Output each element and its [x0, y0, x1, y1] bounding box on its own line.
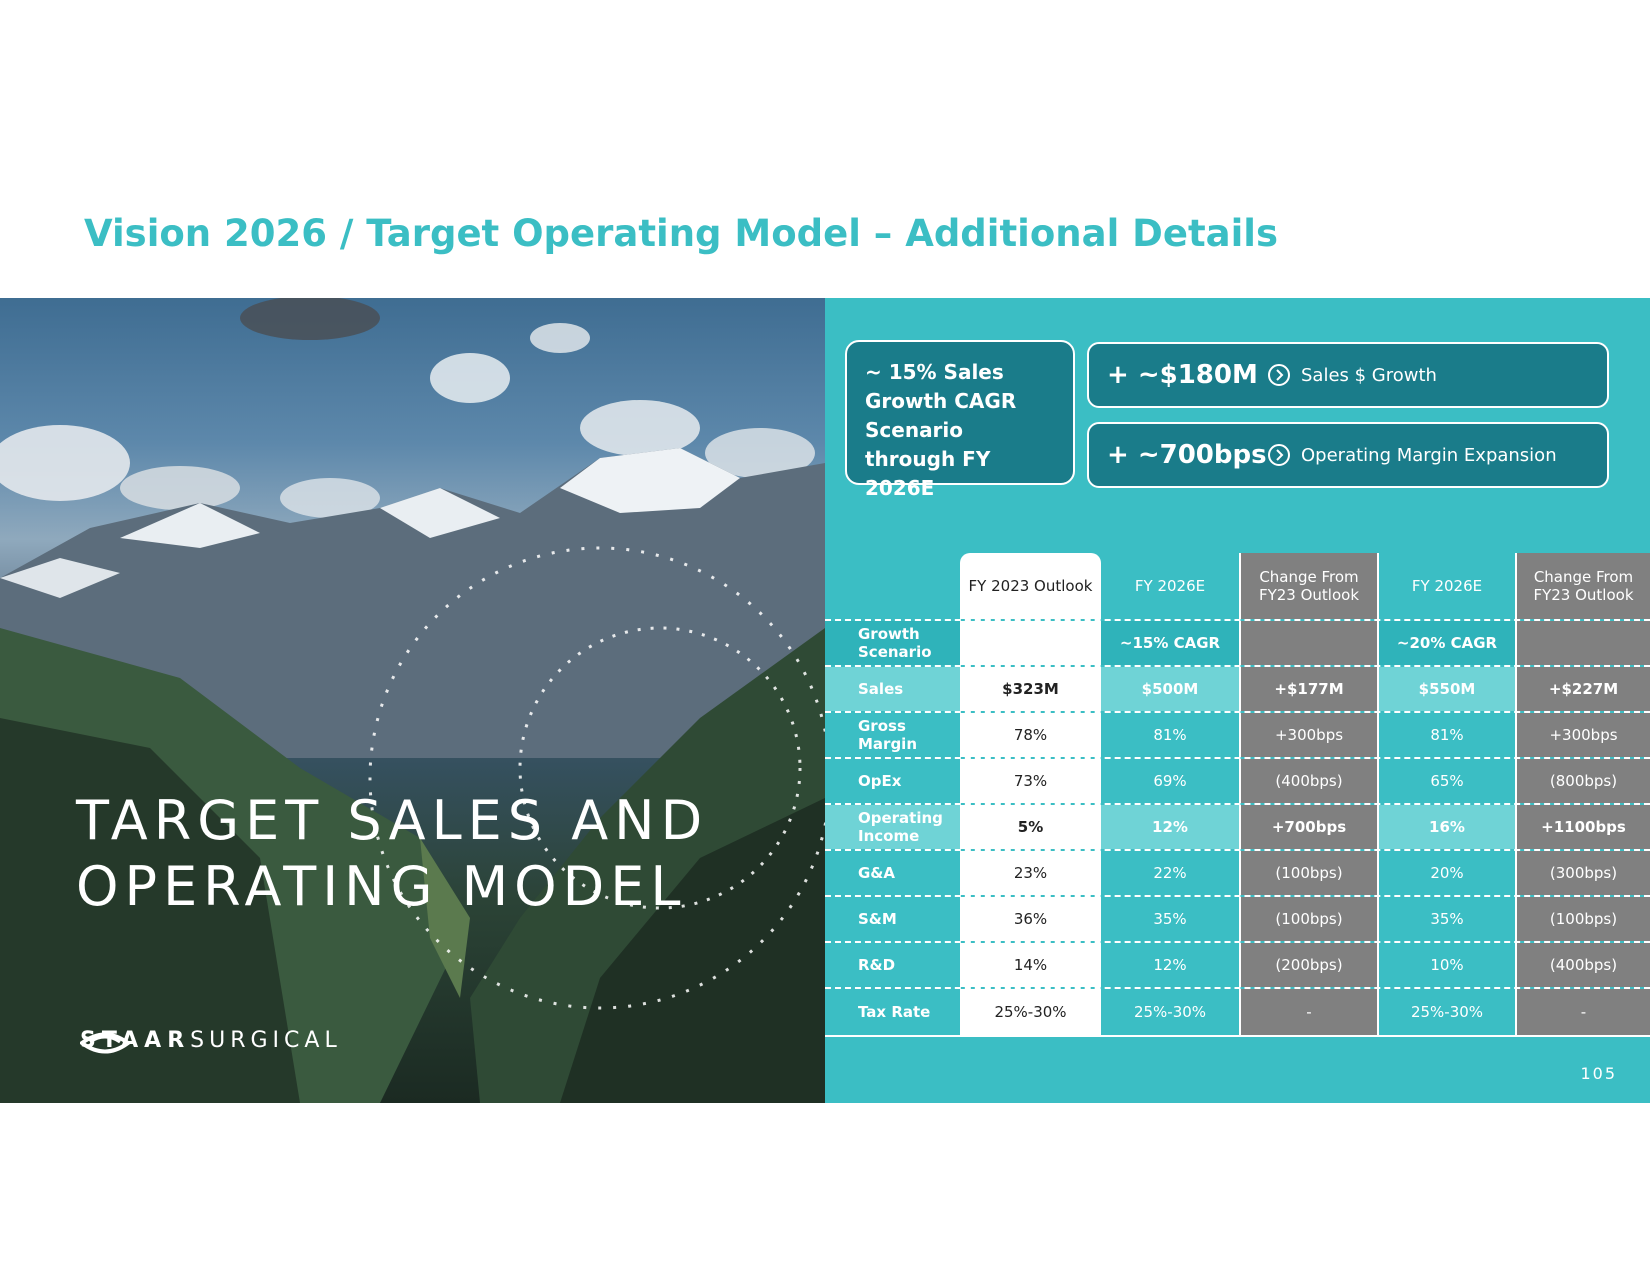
row-label: OpEx	[858, 772, 902, 790]
row-divider	[825, 895, 1650, 897]
eye-icon	[80, 1032, 130, 1054]
kpi-value: + ~$180M	[1107, 360, 1258, 390]
page-number: 105	[1580, 1064, 1617, 1083]
mountain-illustration	[0, 298, 825, 1103]
logo-text-light: SURGICAL	[190, 1028, 342, 1053]
table-cell: 25%-30%	[960, 989, 1101, 1035]
chevron-right-circle-icon	[1268, 444, 1290, 466]
header-change-15: Change From FY23 Outlook	[1239, 553, 1377, 619]
table-row: OpEx 73% 69% (400bps) 65% (800bps)	[825, 759, 1650, 803]
table-cell: -	[1239, 989, 1377, 1035]
photo-heading: TARGET SALES AND OPERATING MODEL	[76, 788, 708, 920]
row-label: Sales	[825, 667, 960, 711]
header-fy2023-outlook: FY 2023 Outlook	[960, 553, 1101, 619]
chevron-right-circle-icon	[1268, 364, 1290, 386]
table-cell: 81%	[1153, 726, 1187, 744]
table-cell: +1100bps	[1515, 805, 1650, 849]
table-cell: (100bps)	[1515, 897, 1650, 941]
table-row: S&M 36% 35% (100bps) 35% (100bps)	[825, 897, 1650, 941]
table-row: Tax Rate 25%-30% 25%-30% - 25%-30% -	[825, 989, 1650, 1035]
table-row: R&D 14% 12% (200bps) 10% (400bps)	[825, 943, 1650, 987]
table-cell: (200bps)	[1239, 943, 1377, 987]
table-cell: ~20% CAGR	[1377, 621, 1515, 665]
row-divider	[825, 619, 1650, 621]
photo-heading-line-2: OPERATING MODEL	[76, 855, 687, 918]
table-row: Operating Income 5% 12% +700bps 16% +110…	[825, 805, 1650, 849]
kpi-sales-growth: + ~$180M Sales $ Growth	[1087, 342, 1609, 408]
table-cell: +$177M	[1239, 667, 1377, 711]
row-label: S&M	[858, 910, 897, 928]
table-cell: 78%	[960, 713, 1101, 757]
table-cell: +300bps	[1515, 713, 1650, 757]
table-cell: 69%	[1153, 772, 1187, 790]
row-divider	[825, 803, 1650, 805]
table-cell: -	[1515, 989, 1650, 1035]
table-cell: ~15% CAGR	[1101, 621, 1239, 665]
row-label: G&A	[858, 864, 896, 882]
table-cell: 36%	[960, 897, 1101, 941]
table-header-row: FY 2023 Outlook FY 2026E Change From FY2…	[825, 553, 1650, 619]
table-cell: 25%-30%	[1133, 1003, 1207, 1021]
row-divider	[825, 941, 1650, 943]
table-cell: $500M	[1101, 667, 1239, 711]
table-row: Sales $323M $500M +$177M $550M +$227M	[825, 667, 1650, 711]
row-label: Gross Margin	[858, 717, 918, 753]
table-cell: 25%-30%	[1377, 989, 1515, 1035]
header-fy2026e-20: FY 2026E	[1377, 553, 1515, 619]
photo-heading-line-1: TARGET SALES AND	[76, 789, 709, 852]
row-label: Growth Scenario	[825, 621, 960, 665]
table-cell: 14%	[960, 943, 1101, 987]
page-title: Vision 2026 / Target Operating Model – A…	[84, 212, 1278, 255]
kpi-value: + ~700bps	[1107, 440, 1267, 470]
table-cell: 65%	[1377, 759, 1515, 803]
header-change-20: Change From FY23 Outlook	[1515, 553, 1650, 619]
table-cell: (100bps)	[1239, 851, 1377, 895]
table-cell: (100bps)	[1239, 897, 1377, 941]
table-cell	[1239, 621, 1377, 665]
table-cell: +700bps	[1239, 805, 1377, 849]
kpi-label: Operating Margin Expansion	[1301, 444, 1557, 466]
table-cell	[960, 621, 1101, 665]
table-cell: +300bps	[1239, 713, 1377, 757]
table-cell: 10%	[1377, 943, 1515, 987]
table-cell: 73%	[960, 759, 1101, 803]
table-cell: $323M	[960, 667, 1101, 711]
kpi-label: Sales $ Growth	[1301, 364, 1437, 386]
operating-model-panel: ~ 15% Sales Growth CAGR Scenario through…	[825, 298, 1650, 1103]
table-cell: 81%	[1377, 713, 1515, 757]
table-cell: (400bps)	[1239, 759, 1377, 803]
row-divider	[825, 711, 1650, 713]
table-cell: 22%	[1153, 864, 1187, 882]
row-label: Operating Income	[825, 805, 960, 849]
row-divider	[825, 987, 1650, 989]
table-cell: 16%	[1377, 805, 1515, 849]
table-row: Gross Margin 78% 81% +300bps 81% +300bps	[825, 713, 1650, 757]
row-label: R&D	[858, 956, 896, 974]
table-cell: +$227M	[1515, 667, 1650, 711]
table-row: G&A 23% 22% (100bps) 20% (300bps)	[825, 851, 1650, 895]
table-cell: (400bps)	[1515, 943, 1650, 987]
table-row: Growth Scenario ~15% CAGR ~20% CAGR	[825, 621, 1650, 665]
table-cell: $550M	[1377, 667, 1515, 711]
table-cell	[1515, 621, 1650, 665]
table-cell: 20%	[1377, 851, 1515, 895]
header-fy2026e-15: FY 2026E	[1101, 553, 1239, 619]
table-cell: (800bps)	[1515, 759, 1650, 803]
row-divider	[825, 665, 1650, 667]
table-cell: 23%	[960, 851, 1101, 895]
mountain-photo: TARGET SALES AND OPERATING MODEL STAAR S…	[0, 298, 825, 1103]
table-cell: 12%	[1101, 805, 1239, 849]
table-cell: 12%	[1153, 956, 1187, 974]
table-cell: 35%	[1153, 910, 1187, 928]
table-cell: 5%	[960, 805, 1101, 849]
table-cell: 35%	[1377, 897, 1515, 941]
kpi-margin-expansion: + ~700bps Operating Margin Expansion	[1087, 422, 1609, 488]
row-divider	[825, 849, 1650, 851]
table-bottom-border	[825, 1035, 1650, 1037]
row-label: Tax Rate	[858, 1003, 931, 1021]
row-divider	[825, 757, 1650, 759]
staar-logo: STAAR SURGICAL	[80, 1028, 342, 1054]
cagr-scenario-box: ~ 15% Sales Growth CAGR Scenario through…	[845, 340, 1075, 500]
table-cell: (300bps)	[1515, 851, 1650, 895]
